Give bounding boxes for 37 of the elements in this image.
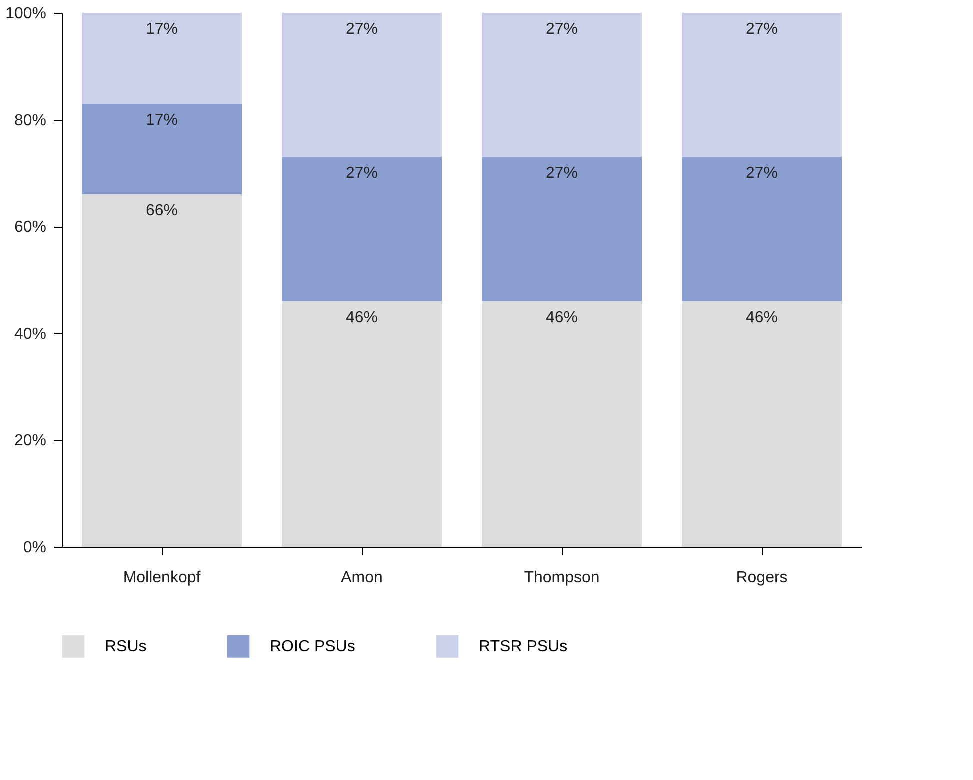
data-label: 17% xyxy=(146,21,178,38)
bar xyxy=(482,13,642,158)
data-label: 17% xyxy=(146,112,178,129)
bar xyxy=(282,13,442,158)
data-label: 27% xyxy=(346,21,378,38)
bar xyxy=(682,157,842,302)
data-label: 66% xyxy=(146,202,178,220)
y-tick-label: 40% xyxy=(14,326,46,343)
data-label: 46% xyxy=(746,309,778,326)
y-tick-label: 80% xyxy=(14,112,46,130)
bar xyxy=(82,194,242,547)
bar xyxy=(682,301,842,547)
y-tick-label: 20% xyxy=(14,432,46,450)
data-label: 46% xyxy=(346,309,378,326)
x-tick-label: Amon xyxy=(341,570,383,586)
legend-label: ROIC PSUs xyxy=(270,638,356,656)
x-tick-label: Rogers xyxy=(736,570,788,586)
bar xyxy=(82,13,242,104)
legend-label: RTSR PSUs xyxy=(479,638,568,656)
bar xyxy=(82,104,242,195)
data-label: 27% xyxy=(546,21,578,38)
x-tick-label: Mollenkopf xyxy=(123,570,202,586)
bar xyxy=(282,157,442,302)
bar xyxy=(682,13,842,158)
x-tick-label: Thompson xyxy=(524,570,600,586)
legend-label: RSUs xyxy=(105,638,147,656)
bar xyxy=(482,157,642,302)
data-label: 27% xyxy=(746,165,778,182)
data-label: 27% xyxy=(546,165,578,182)
data-label: 27% xyxy=(746,21,778,38)
y-tick-label: 0% xyxy=(23,540,46,556)
bar xyxy=(282,301,442,547)
data-label: 46% xyxy=(546,309,578,326)
data-label: 27% xyxy=(346,165,378,182)
y-tick-label: 100% xyxy=(6,6,46,22)
y-tick-label: 60% xyxy=(14,219,46,236)
bar xyxy=(482,301,642,547)
